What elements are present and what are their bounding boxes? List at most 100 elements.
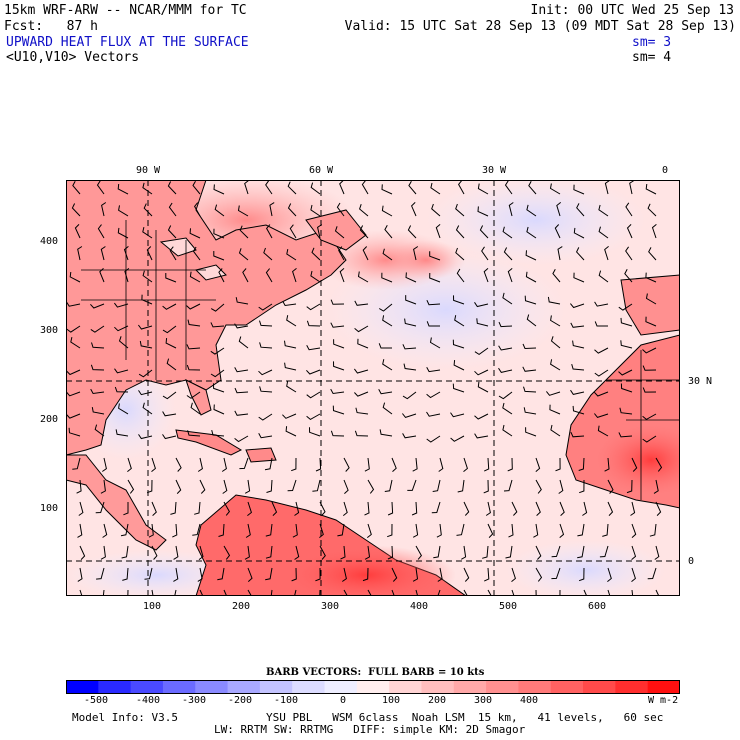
wind-barb bbox=[286, 381, 297, 393]
wind-barb bbox=[381, 205, 393, 217]
model-title: 15km WRF-ARW -- NCAR/MMM for TC bbox=[4, 3, 247, 18]
wind-barb bbox=[234, 367, 249, 373]
wind-barb bbox=[653, 479, 659, 494]
wind-barb bbox=[189, 228, 201, 239]
wind-barb bbox=[118, 403, 129, 415]
wind-barb bbox=[213, 251, 225, 261]
wind-barb bbox=[259, 342, 273, 349]
lon-label-90w: 90 W bbox=[136, 165, 161, 176]
cbar-tick: -300 bbox=[182, 695, 207, 706]
grid-y-200: 200 bbox=[40, 414, 59, 425]
wind-barb bbox=[187, 430, 201, 437]
cbar-tick: -200 bbox=[228, 695, 253, 706]
wind-barb bbox=[483, 268, 489, 283]
wind-barb bbox=[435, 224, 441, 239]
wind-barb bbox=[162, 391, 177, 400]
wind-barb bbox=[114, 386, 129, 393]
wind-barb bbox=[234, 387, 249, 394]
wind-barb bbox=[289, 224, 297, 239]
grid-y-300: 300 bbox=[40, 325, 59, 336]
wind-barb bbox=[342, 567, 347, 582]
wind-barb bbox=[263, 247, 273, 261]
wind-barb bbox=[312, 479, 321, 492]
wind-barb bbox=[511, 567, 516, 582]
wind-barb bbox=[645, 272, 657, 283]
wind-barb bbox=[570, 431, 585, 438]
wind-barb bbox=[100, 545, 106, 560]
wind-barb bbox=[412, 457, 418, 472]
grid-x-300: 300 bbox=[321, 601, 340, 612]
cbar-tick: -500 bbox=[84, 695, 109, 706]
wind-barb bbox=[450, 412, 465, 418]
wind-barb bbox=[526, 226, 537, 239]
wind-barb bbox=[474, 302, 489, 308]
wind-barb bbox=[625, 202, 633, 217]
wind-barb bbox=[436, 523, 442, 538]
colorbar-swatch bbox=[130, 680, 164, 694]
wind-barb bbox=[138, 434, 153, 440]
wind-barb bbox=[90, 303, 105, 309]
wind-barb bbox=[310, 182, 321, 195]
wind-barb bbox=[631, 457, 638, 472]
flux-map bbox=[66, 180, 680, 596]
wind-barb bbox=[559, 589, 561, 596]
wind-barb bbox=[618, 369, 633, 376]
wind-barb bbox=[576, 203, 585, 217]
wind-barb bbox=[162, 303, 177, 310]
wind-barb bbox=[604, 180, 610, 195]
wind-barb bbox=[244, 479, 251, 494]
wind-barb bbox=[463, 457, 468, 472]
wind-barb bbox=[391, 567, 398, 582]
wind-barb bbox=[117, 227, 129, 239]
wind-barb bbox=[403, 363, 417, 371]
wind-barb bbox=[525, 271, 537, 283]
cool-patch-southeast bbox=[506, 540, 666, 596]
colorbar-swatch bbox=[421, 680, 455, 694]
wind-barb bbox=[315, 567, 321, 582]
wind-barb bbox=[631, 589, 634, 596]
wind-barb bbox=[407, 225, 417, 239]
colorbar-swatch bbox=[550, 680, 584, 694]
wind-barb bbox=[570, 322, 585, 328]
wind-barb bbox=[239, 457, 249, 470]
wind-barb bbox=[523, 407, 537, 415]
wind-barb bbox=[382, 359, 393, 371]
grid-x-400: 400 bbox=[410, 601, 429, 612]
colorbar-swatch bbox=[518, 680, 552, 694]
wind-barb bbox=[186, 391, 201, 399]
wind-barb bbox=[647, 203, 657, 217]
wind-barb bbox=[90, 325, 105, 333]
wind-barb bbox=[487, 523, 494, 538]
wind-barb bbox=[594, 321, 608, 327]
grid-x-600: 600 bbox=[588, 601, 607, 612]
wind-barb bbox=[437, 567, 443, 582]
wind-barb bbox=[270, 589, 273, 596]
colorbar-swatch bbox=[453, 680, 487, 694]
wind-barb bbox=[258, 303, 273, 311]
wind-barb bbox=[310, 204, 321, 217]
wind-barb bbox=[550, 424, 561, 437]
wind-barb bbox=[384, 224, 393, 239]
wind-barb bbox=[430, 182, 441, 195]
great-lakes bbox=[159, 237, 227, 281]
wind-barb bbox=[426, 411, 441, 417]
wind-barb bbox=[432, 479, 441, 492]
wind-barb bbox=[626, 224, 633, 239]
wind-barb bbox=[213, 184, 225, 195]
wind-barb bbox=[456, 268, 465, 283]
wind-barb bbox=[452, 339, 465, 349]
wind-barb bbox=[339, 268, 345, 283]
wind-barb bbox=[630, 501, 636, 516]
wind-barb bbox=[594, 347, 609, 354]
wind-barb bbox=[594, 301, 609, 307]
wind-barb bbox=[457, 479, 465, 493]
wind-barb bbox=[463, 589, 468, 596]
wind-barb bbox=[124, 268, 130, 283]
wind-barb bbox=[96, 567, 105, 580]
wind-barb bbox=[594, 413, 609, 418]
wind-barb bbox=[114, 302, 129, 308]
wind-barb bbox=[123, 246, 129, 261]
wind-barb bbox=[165, 273, 177, 283]
wind-barb bbox=[214, 204, 225, 217]
wind-barb bbox=[354, 391, 369, 397]
